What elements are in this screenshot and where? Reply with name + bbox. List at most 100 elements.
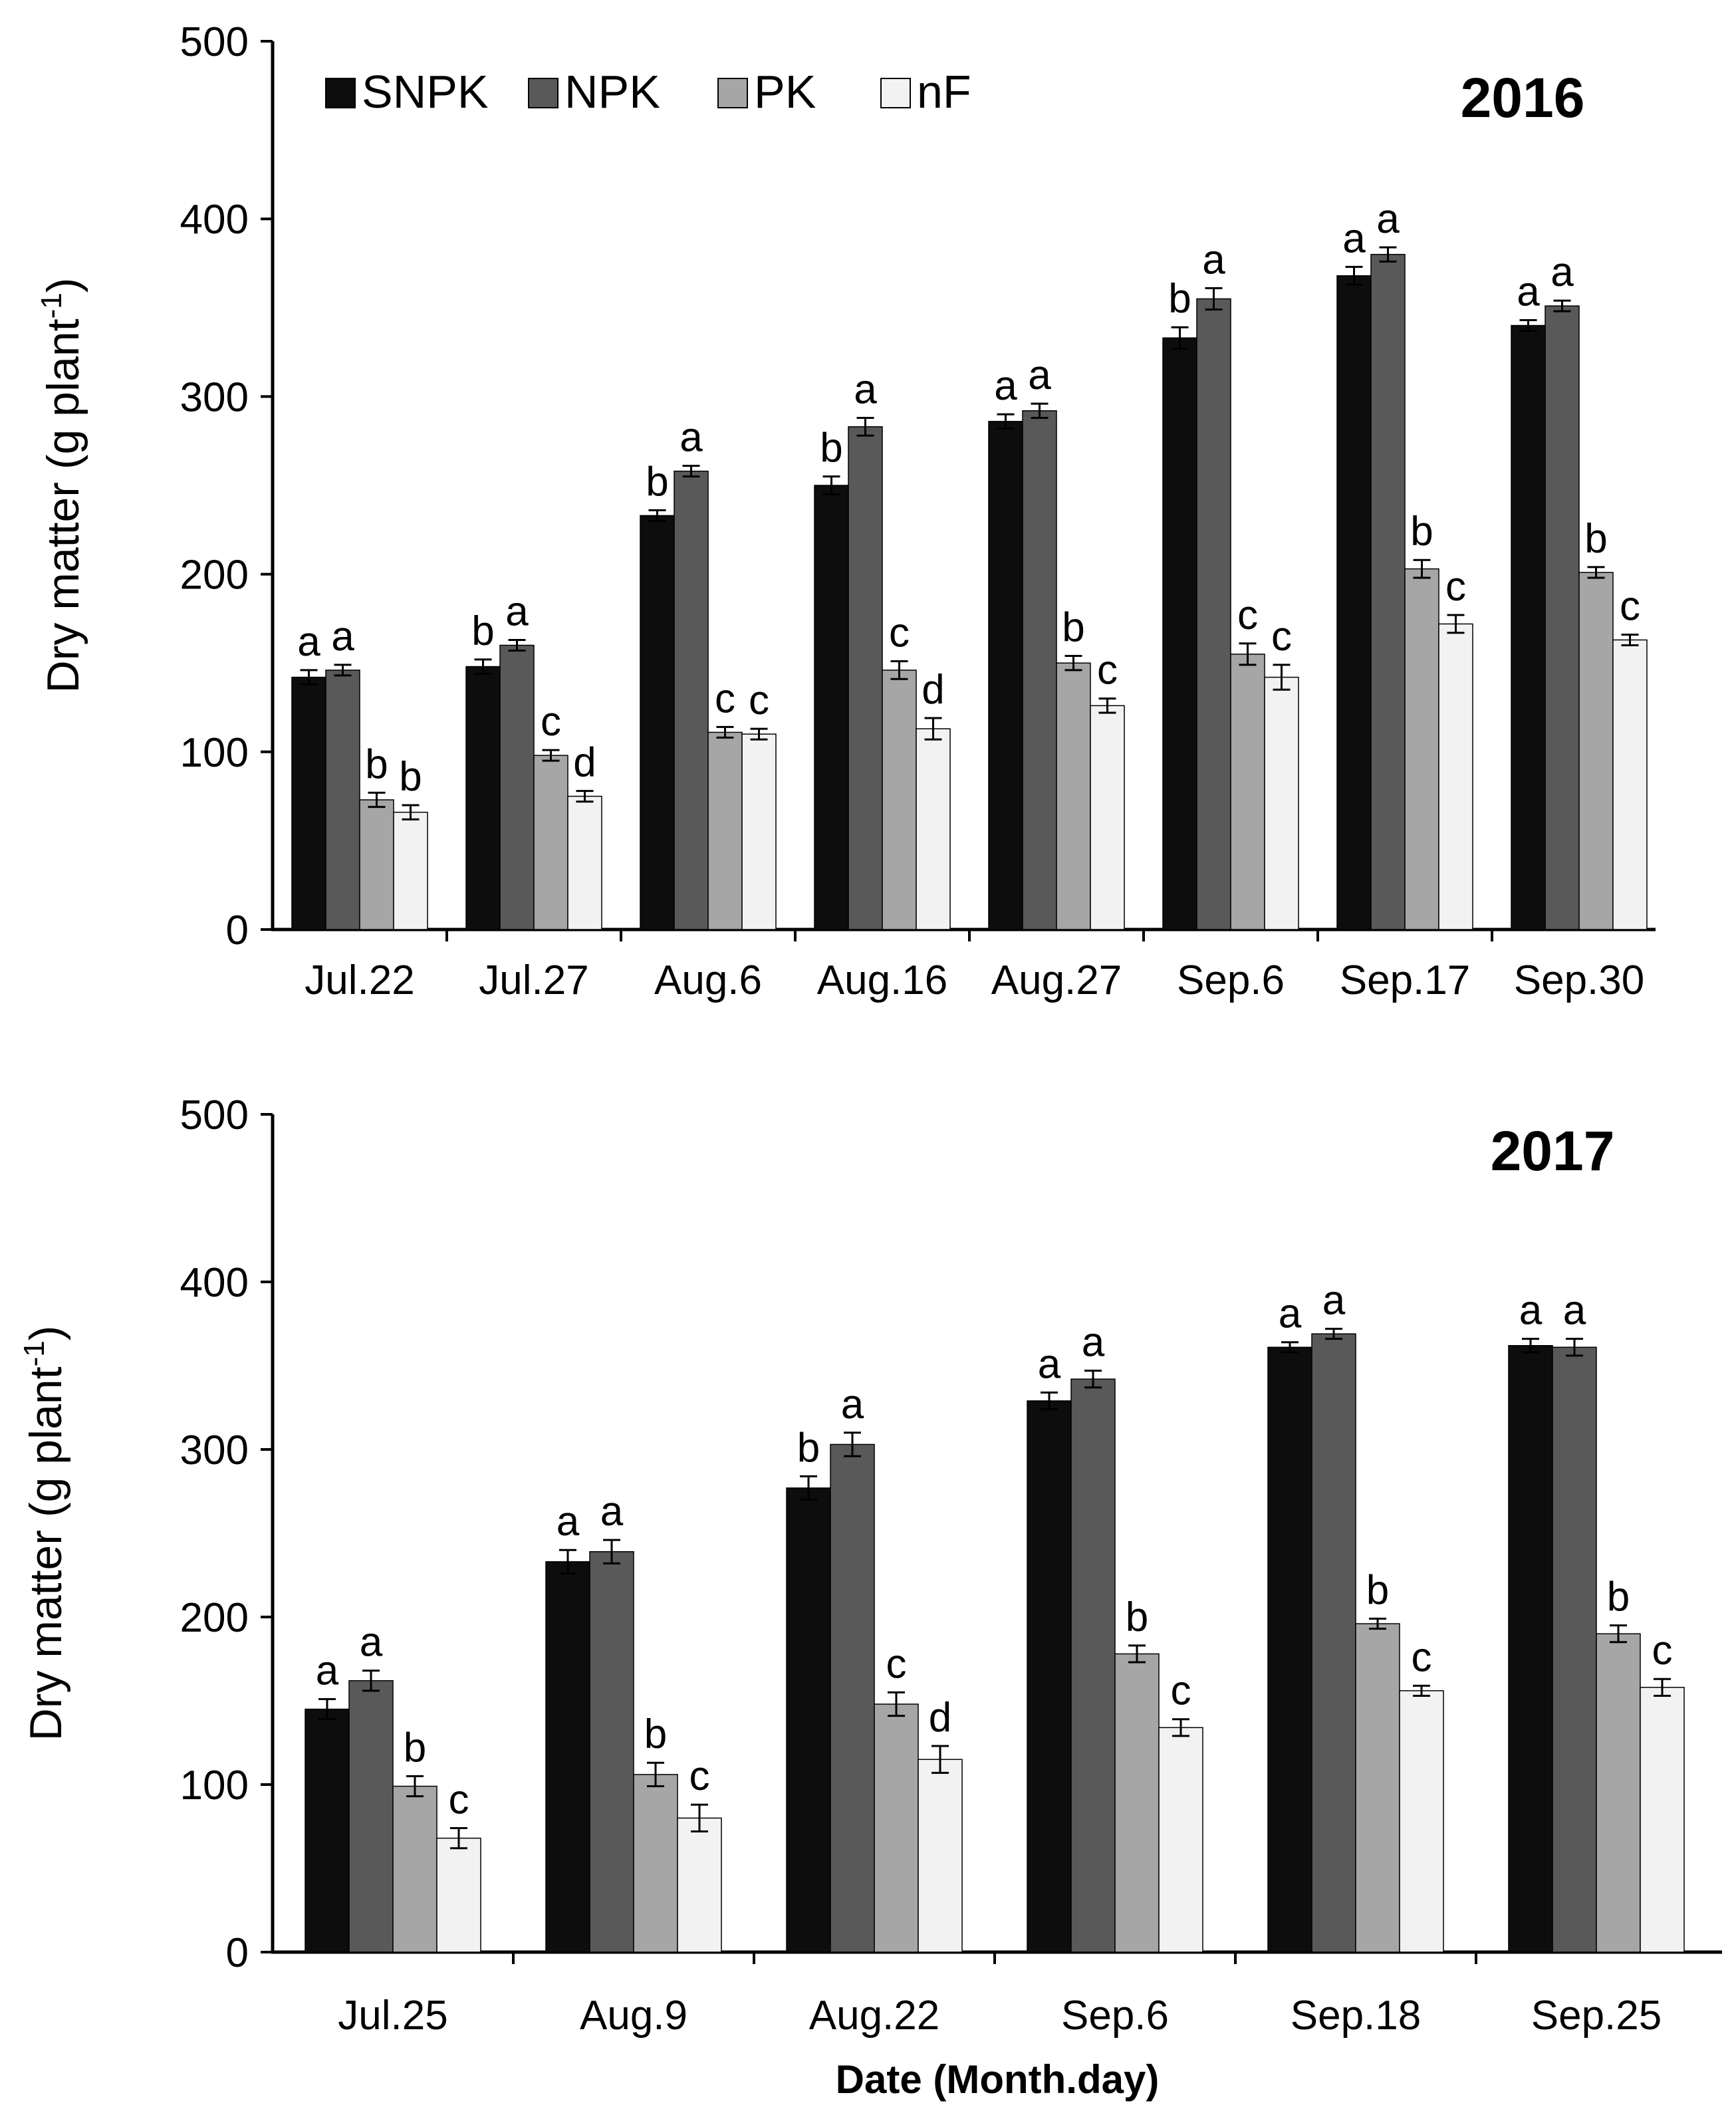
bar-pk [633, 1774, 678, 1953]
significance-letter: b [820, 426, 842, 471]
significance-letter: c [1171, 1668, 1191, 1714]
bar-npk [830, 1443, 875, 1953]
significance-letter: a [1279, 1291, 1302, 1337]
y-axis-title-superscript: -1 [18, 1340, 51, 1366]
x-category-label: Aug.22 [809, 1993, 940, 2039]
y-tick-label: 500 [180, 19, 249, 65]
significance-letter: b [1062, 605, 1084, 651]
bar-pk [1230, 654, 1265, 930]
x-category-label: Aug.6 [654, 957, 762, 1003]
bar-pk [1056, 662, 1091, 930]
significance-letter: a [1082, 1320, 1105, 1366]
legend-swatch-nf [880, 78, 911, 108]
significance-letter: b [399, 754, 422, 800]
y-axis-title-text: Dry matter (g plant [21, 1366, 71, 1741]
significance-letter: c [1412, 1634, 1432, 1680]
y-tick-label: 300 [180, 374, 249, 420]
bar-pk [874, 1703, 919, 1953]
legend-label-snpk: SNPK [362, 66, 489, 118]
significance-letter: c [449, 1777, 469, 1823]
year-label: 2017 [1491, 1120, 1615, 1182]
significance-letter: a [297, 619, 320, 665]
bar-snpk [1511, 324, 1546, 930]
significance-letter: b [644, 1711, 667, 1757]
significance-letter: a [557, 1499, 580, 1545]
significance-letter: b [1168, 276, 1191, 322]
bar-snpk [814, 485, 849, 930]
bar-nf [1090, 705, 1125, 930]
bar-nf [741, 733, 777, 930]
legend-label-nf: nF [917, 66, 971, 118]
y-tick-label: 400 [180, 1260, 249, 1306]
x-category-label: Jul.27 [479, 957, 588, 1003]
legend-label-npk: NPK [564, 66, 660, 118]
bar-snpk [1336, 275, 1372, 930]
significance-letter: c [1271, 614, 1292, 660]
y-axis-title: Dry matter (g plant-1) [18, 1326, 71, 1741]
legend-label-pk: PK [754, 66, 816, 118]
bar-pk [1114, 1653, 1160, 1953]
bar-pk [882, 670, 917, 930]
bar-nf [918, 1759, 963, 1953]
significance-letter: a [1519, 1288, 1543, 1334]
bar-snpk [640, 515, 675, 930]
bar-npk [848, 426, 883, 930]
bar-nf [436, 1837, 481, 1953]
significance-letter: a [1028, 352, 1051, 398]
bar-snpk [1508, 1345, 1553, 1953]
significance-letter: a [600, 1489, 624, 1535]
significance-letter: a [994, 363, 1017, 409]
significance-letter: b [646, 459, 668, 505]
x-category-label: Aug.27 [991, 957, 1122, 1003]
bar-pk [1596, 1633, 1641, 1953]
legend-swatch-snpk [325, 78, 356, 108]
significance-letter: c [689, 1753, 710, 1799]
bar-nf [1264, 676, 1299, 930]
bar-snpk [545, 1561, 590, 1953]
y-axis-title-close: ) [21, 1326, 71, 1341]
y-tick-label: 0 [226, 908, 249, 953]
y-axis-title: Dry matter (g plant-1) [35, 278, 88, 693]
bar-snpk [465, 666, 501, 930]
significance-letter: b [365, 741, 388, 787]
significance-letter: b [1607, 1574, 1630, 1620]
y-tick-label: 200 [180, 1595, 249, 1641]
significance-letter: c [886, 1641, 907, 1687]
significance-letter: b [1126, 1594, 1148, 1640]
bar-nf [393, 811, 428, 930]
y-axis-title-superscript: -1 [35, 293, 68, 318]
significance-letter: a [331, 614, 354, 660]
significance-letter: c [1620, 583, 1640, 629]
significance-letter: c [1445, 564, 1466, 610]
y-tick-label: 500 [180, 1092, 249, 1138]
chart-2017: 0 100 200 300 400 500 Dry matter (g plant-1) 20… [18, 1092, 1722, 2102]
bar-nf [1612, 639, 1648, 930]
bar-npk [348, 1680, 394, 1953]
y-tick-label: 200 [180, 553, 249, 598]
significance-letter: a [1038, 1341, 1061, 1387]
significance-letter: a [1342, 215, 1366, 261]
y-tick-label: 400 [180, 197, 249, 243]
y-axis-title-close: ) [38, 278, 88, 293]
bar-pk [1404, 568, 1439, 930]
bar-pk [1578, 572, 1614, 930]
y-tick-label: 100 [180, 1763, 249, 1808]
significance-letter: a [360, 1620, 383, 1666]
x-category-label: Sep.18 [1291, 1993, 1422, 2039]
significance-letter: c [541, 699, 561, 745]
x-category-label: Sep.6 [1061, 1993, 1169, 2039]
bar-nf [916, 728, 951, 930]
significance-letter: d [929, 1695, 951, 1741]
significance-letter: a [505, 588, 529, 634]
x-category-label: Sep.30 [1514, 957, 1645, 1003]
bar-npk [1022, 410, 1057, 930]
bar-snpk [305, 1708, 350, 1953]
significance-letter: c [1097, 648, 1118, 693]
y-tick-label: 300 [180, 1428, 249, 1473]
significance-letter: a [1376, 196, 1400, 242]
significance-letter: a [316, 1648, 339, 1693]
bar-nf [1640, 1687, 1685, 1953]
bar-npk [499, 644, 535, 930]
significance-letter: d [573, 740, 596, 786]
significance-letter: a [1202, 237, 1225, 283]
